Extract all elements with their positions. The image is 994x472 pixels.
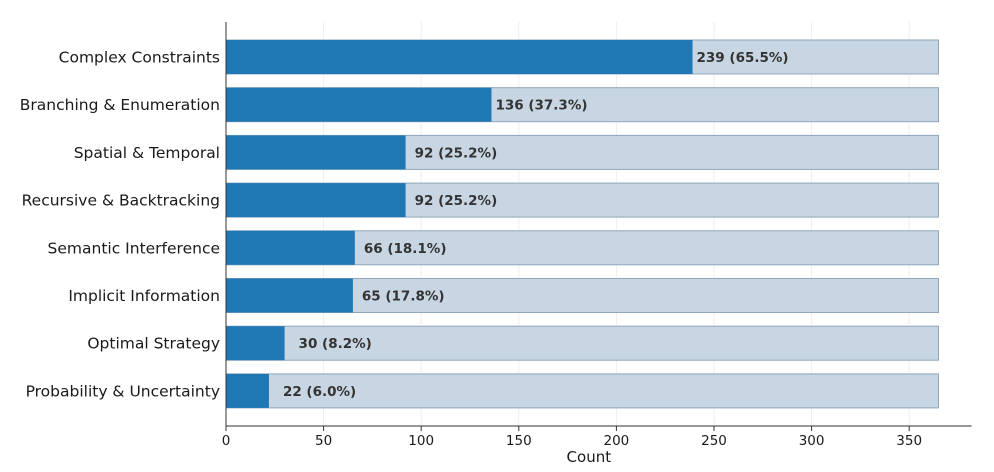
category-label: Spatial & Temporal [74, 144, 220, 162]
data-label: 30 (8.2%) [299, 336, 372, 352]
x-tick-label: 0 [222, 433, 231, 449]
data-label: 92 (25.2%) [415, 193, 498, 209]
x-tick-label: 350 [896, 433, 922, 449]
data-label: 136 (37.3%) [495, 98, 587, 114]
x-tick-label: 100 [408, 433, 434, 449]
x-tick-label: 150 [506, 433, 532, 449]
bar [226, 230, 355, 265]
category-label: Semantic Interference [48, 239, 220, 257]
bar [226, 278, 353, 313]
bar [226, 373, 269, 408]
x-tick-label: 200 [604, 433, 630, 449]
x-axis-ticks: 0 50 100 150 200 250 300 350 [222, 426, 922, 449]
bar [226, 40, 693, 74]
category-label: Probability & Uncertainty [26, 382, 220, 400]
background-bar [225, 325, 939, 361]
category-label: Optimal Strategy [87, 335, 220, 353]
category-label: Recursive & Backtracking [22, 192, 220, 210]
x-tick-label: 50 [315, 433, 332, 449]
value-bars [226, 40, 693, 408]
data-label: 22 (6.0%) [283, 384, 356, 400]
bar [226, 135, 406, 170]
x-tick-label: 250 [701, 433, 727, 449]
bar [226, 326, 285, 361]
data-label: 65 (17.8%) [362, 289, 445, 305]
bar [226, 183, 406, 218]
data-label: 92 (25.2%) [415, 145, 498, 161]
background-bar [225, 373, 939, 409]
x-axis-title: Count [567, 448, 612, 466]
bar [226, 87, 492, 122]
category-label: Branching & Enumeration [20, 96, 220, 114]
x-tick-label: 300 [799, 433, 825, 449]
category-label: Implicit Information [68, 287, 220, 305]
data-label: 66 (18.1%) [364, 241, 447, 257]
data-labels: 239 (65.5%) 136 (37.3%) 92 (25.2%) 92 (25.2… [283, 50, 789, 400]
category-labels: Complex Constraints Branching & Enumerati… [20, 49, 220, 401]
grid-lines [225, 22, 910, 426]
category-label: Complex Constraints [59, 49, 220, 67]
data-label: 239 (65.5%) [697, 50, 789, 66]
